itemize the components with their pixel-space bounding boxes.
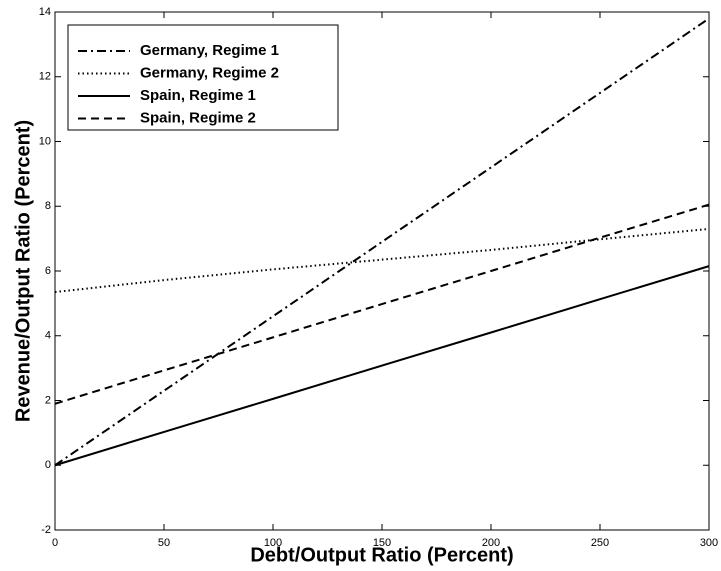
legend-label: Germany, Regime 1 [140,42,279,59]
y-tick-label: 10 [39,135,51,147]
x-axis-label: Debt/Output Ratio (Percent) [250,544,513,566]
legend-label: Spain, Regime 1 [140,87,256,104]
x-tick-label: 250 [591,537,609,549]
series-line [54,227,710,294]
legend-label: Spain, Regime 2 [140,109,256,126]
y-tick-label: 0 [45,459,51,471]
x-tick-label: 0 [52,537,58,549]
y-tick-label: 4 [45,330,51,342]
x-tick-label: 300 [700,537,718,549]
series-line [54,17,710,467]
y-tick-label: 12 [39,71,51,83]
series-line [54,203,710,405]
y-tick-label: 2 [45,394,51,406]
legend-label: Germany, Regime 2 [140,64,279,81]
x-tick-label: 100 [264,537,282,549]
series-line [54,265,710,467]
y-tick-label: -2 [41,524,51,536]
legend-box [67,24,339,131]
x-tick-label: 150 [373,537,391,549]
y-tick-label: 6 [45,265,51,277]
x-tick-label: 200 [482,537,500,549]
y-tick-label: 14 [39,6,51,18]
y-tick-label: 8 [45,200,51,212]
x-tick-label: 50 [158,537,170,549]
y-axis-label: Revenue/Output Ratio (Percent) [12,120,34,422]
